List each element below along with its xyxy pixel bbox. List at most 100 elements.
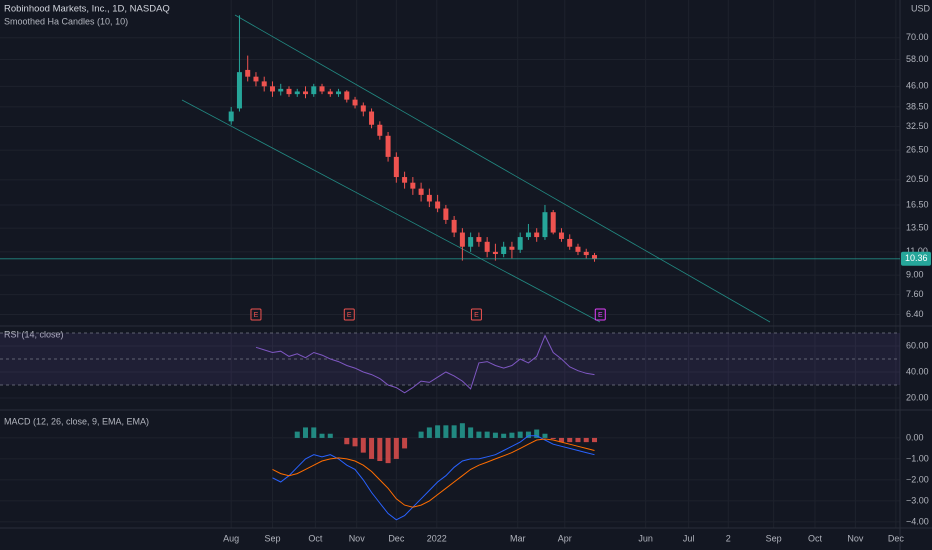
y-tick-label: 16.50 bbox=[906, 199, 929, 209]
macd-histogram-bar bbox=[451, 425, 457, 438]
candle-body bbox=[558, 232, 564, 239]
earnings-label: E bbox=[347, 312, 352, 319]
x-tick-label: Sep bbox=[766, 533, 782, 543]
macd-histogram-bar bbox=[583, 437, 589, 443]
x-tick-label: Apr bbox=[558, 533, 572, 543]
candle-body bbox=[319, 86, 325, 92]
macd-histogram-bar bbox=[550, 437, 556, 439]
macd-histogram-bar bbox=[468, 427, 474, 438]
last-price-tag bbox=[901, 251, 931, 266]
x-tick-label: Aug bbox=[223, 533, 239, 543]
candle-body bbox=[311, 86, 317, 95]
macd-histogram-bar bbox=[484, 431, 490, 438]
macd-histogram-bar bbox=[426, 427, 432, 438]
earnings-label: E bbox=[254, 312, 259, 319]
macd-histogram-bar bbox=[327, 433, 333, 438]
candle-body bbox=[369, 111, 375, 125]
x-tick-label: 2 bbox=[726, 533, 731, 543]
candle-body bbox=[583, 251, 589, 256]
candle-body bbox=[327, 91, 333, 95]
macd-histogram-bar bbox=[525, 431, 531, 438]
macd-histogram-bar bbox=[591, 437, 597, 443]
candle-body bbox=[385, 135, 391, 157]
y-tick-label: 9.00 bbox=[906, 269, 924, 279]
last-price-label: 10.36 bbox=[905, 253, 928, 263]
y-tick-label: 13.50 bbox=[906, 223, 929, 233]
earnings-marker bbox=[470, 308, 482, 321]
candle-body bbox=[534, 232, 540, 238]
candle-body bbox=[443, 208, 449, 220]
y-tick-label: −3.00 bbox=[906, 495, 929, 505]
earnings-label: E bbox=[598, 312, 603, 319]
candle-body bbox=[501, 246, 507, 254]
trend-line-upper bbox=[234, 14, 771, 323]
candle-body bbox=[435, 201, 441, 209]
candle-body bbox=[418, 188, 424, 195]
y-tick-label: −4.00 bbox=[906, 516, 929, 526]
candle-body bbox=[468, 237, 474, 247]
macd-histogram-bar bbox=[517, 431, 523, 438]
macd-histogram-bar bbox=[418, 431, 424, 438]
macd-line bbox=[272, 435, 595, 521]
candle-body bbox=[476, 237, 482, 242]
macd-histogram-bar bbox=[558, 437, 564, 443]
candle-body bbox=[269, 86, 275, 92]
rsi-title: RSI (14, close) bbox=[4, 329, 64, 339]
candle-body bbox=[459, 232, 465, 247]
y-tick-label: 70.00 bbox=[906, 32, 929, 42]
trend-line-lower bbox=[181, 99, 601, 323]
x-tick-label: Mar bbox=[510, 533, 526, 543]
y-tick-label: −1.00 bbox=[906, 453, 929, 463]
candle-body bbox=[567, 238, 573, 247]
x-tick-label: Jun bbox=[638, 533, 653, 543]
x-tick-label: Jul bbox=[683, 533, 695, 543]
macd-histogram-bar bbox=[567, 437, 573, 443]
macd-histogram-bar bbox=[303, 427, 309, 438]
macd-histogram-bar bbox=[534, 429, 540, 438]
macd-histogram-bar bbox=[509, 432, 515, 438]
candle-body bbox=[352, 99, 358, 106]
candle-body bbox=[245, 69, 251, 77]
y-tick-label: 32.50 bbox=[906, 121, 929, 131]
y-tick-label: 20.00 bbox=[906, 392, 929, 402]
earnings-label: E bbox=[474, 312, 479, 319]
candle-body bbox=[336, 91, 342, 95]
y-tick-label: 6.40 bbox=[906, 309, 924, 319]
macd-histogram-bar bbox=[311, 427, 317, 438]
indicator-title: Smoothed Ha Candles (10, 10) bbox=[4, 16, 128, 26]
macd-histogram-bar bbox=[294, 431, 300, 438]
y-tick-label: −2.00 bbox=[906, 474, 929, 484]
candle-body bbox=[236, 72, 242, 109]
candle-body bbox=[410, 182, 416, 189]
macd-histogram-bar bbox=[443, 425, 449, 438]
x-tick-label: Nov bbox=[847, 533, 864, 543]
macd-histogram-bar bbox=[352, 437, 358, 447]
y-tick-label: 26.50 bbox=[906, 145, 929, 155]
candle-body bbox=[542, 212, 548, 238]
candle-body bbox=[228, 111, 234, 122]
candle-body bbox=[278, 88, 284, 92]
candle-body bbox=[253, 76, 259, 82]
macd-histogram-bar bbox=[542, 433, 548, 438]
macd-histogram-bar bbox=[344, 437, 350, 445]
candle-body bbox=[575, 246, 581, 252]
y-tick-label: 11.00 bbox=[906, 246, 928, 256]
candle-body bbox=[426, 194, 432, 202]
candle-body bbox=[451, 219, 457, 233]
macd-histogram-bar bbox=[575, 437, 581, 443]
y-tick-label: 40.00 bbox=[906, 366, 929, 376]
candle-body bbox=[509, 246, 515, 250]
candle-body bbox=[591, 255, 597, 259]
currency: USD bbox=[911, 3, 931, 13]
candle-body bbox=[484, 241, 490, 252]
macd-histogram-bar bbox=[476, 431, 482, 438]
earnings-marker bbox=[343, 308, 355, 321]
macd-histogram-bar bbox=[377, 437, 383, 462]
y-tick-label: 58.00 bbox=[906, 54, 929, 64]
y-tick-label: 38.50 bbox=[906, 101, 929, 111]
candle-body bbox=[517, 237, 523, 250]
x-tick-label: Nov bbox=[349, 533, 366, 543]
macd-histogram-bar bbox=[360, 437, 366, 453]
macd-histogram-bar bbox=[492, 432, 498, 438]
